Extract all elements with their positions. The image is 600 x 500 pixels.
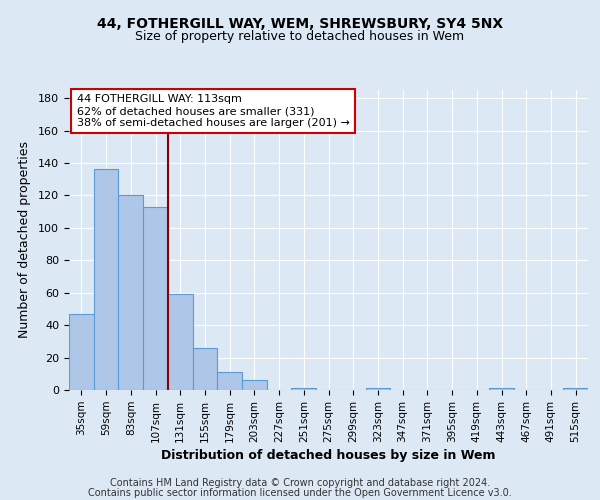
Bar xyxy=(292,388,316,390)
Bar xyxy=(118,196,143,390)
X-axis label: Distribution of detached houses by size in Wem: Distribution of detached houses by size … xyxy=(161,449,496,462)
Bar xyxy=(563,388,588,390)
Bar xyxy=(193,348,217,390)
Bar xyxy=(242,380,267,390)
Bar xyxy=(217,372,242,390)
Bar xyxy=(94,170,118,390)
Bar xyxy=(168,294,193,390)
Y-axis label: Number of detached properties: Number of detached properties xyxy=(18,142,31,338)
Text: Contains public sector information licensed under the Open Government Licence v3: Contains public sector information licen… xyxy=(88,488,512,498)
Bar xyxy=(69,314,94,390)
Text: Size of property relative to detached houses in Wem: Size of property relative to detached ho… xyxy=(136,30,464,43)
Text: 44 FOTHERGILL WAY: 113sqm
62% of detached houses are smaller (331)
38% of semi-d: 44 FOTHERGILL WAY: 113sqm 62% of detache… xyxy=(77,94,350,128)
Bar xyxy=(365,388,390,390)
Bar xyxy=(489,388,514,390)
Bar xyxy=(143,207,168,390)
Text: 44, FOTHERGILL WAY, WEM, SHREWSBURY, SY4 5NX: 44, FOTHERGILL WAY, WEM, SHREWSBURY, SY4… xyxy=(97,18,503,32)
Text: Contains HM Land Registry data © Crown copyright and database right 2024.: Contains HM Land Registry data © Crown c… xyxy=(110,478,490,488)
